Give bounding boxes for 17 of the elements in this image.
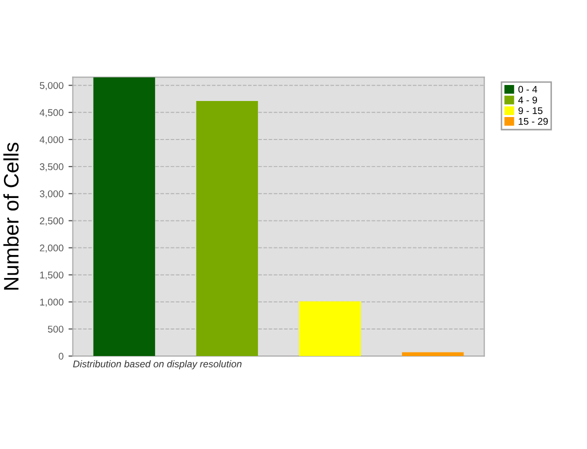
y-tick-label: 500: [48, 326, 64, 333]
y-tick-label: 5,000: [40, 82, 64, 90]
y-tick-label: 0: [58, 352, 64, 360]
y-tick-label: 2,500: [40, 217, 64, 226]
legend-label: 0 - 4: [518, 86, 538, 93]
text: Distribution based on display resolution: [73, 360, 242, 370]
y-axis-title: Number of Cells: [3, 142, 19, 290]
legend-label: 4 - 9: [518, 96, 537, 104]
legend-label: 15 - 29: [518, 118, 548, 125]
y-tick-label: 4,000: [40, 136, 64, 144]
y-tick-label: 4,500: [40, 109, 64, 118]
legend-label: 9 - 15: [518, 107, 542, 114]
y-tick-label: 2,000: [40, 244, 64, 253]
y-tick-label: 1,500: [40, 272, 64, 280]
y-tick-label: 1,000: [40, 298, 64, 307]
y-tick-label: 3,500: [40, 163, 64, 172]
y-tick-label: 3,000: [40, 190, 64, 198]
